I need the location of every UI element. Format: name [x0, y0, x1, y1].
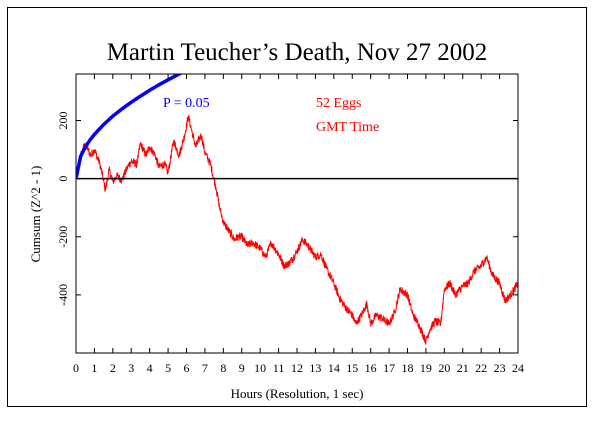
envelope-series-label: P = 0.05 — [163, 96, 210, 111]
x-tick-label: 7 — [202, 361, 208, 375]
x-axis-label: Hours (Resolution, 1 sec) — [231, 386, 364, 401]
x-tick-label: 21 — [457, 361, 469, 375]
x-tick-label: 10 — [254, 361, 266, 375]
x-tick-label: 2 — [110, 361, 116, 375]
x-tick-label: 16 — [365, 361, 377, 375]
x-tick-label: 15 — [346, 361, 358, 375]
annotation-eggs: 52 Eggs — [316, 96, 362, 111]
plot-box — [75, 73, 519, 354]
x-tick-label: 23 — [494, 361, 506, 375]
x-tick-label: 11 — [273, 361, 285, 375]
x-tick-label: 6 — [184, 361, 190, 375]
x-tick-label: 12 — [291, 361, 303, 375]
y-axis-label: Cumsum (Z^2 - 1) — [28, 166, 43, 263]
chart-frame — [7, 7, 587, 407]
x-tick-label: 5 — [165, 361, 171, 375]
x-tick-label: 22 — [475, 361, 487, 375]
y-tick-label: -400 — [56, 284, 70, 306]
x-tick-label: 0 — [73, 361, 79, 375]
y-tick-label: -200 — [56, 226, 70, 248]
x-tick-label: 14 — [328, 361, 340, 375]
y-tick-label: 0 — [56, 176, 70, 182]
y-tick-label: 200 — [56, 112, 70, 130]
x-tick-label: 9 — [239, 361, 245, 375]
x-tick-label: 18 — [402, 361, 414, 375]
x-tick-label: 3 — [128, 361, 134, 375]
cumsum-series-line — [76, 114, 518, 345]
x-tick-label: 8 — [220, 361, 226, 375]
x-tick-label: 17 — [383, 361, 395, 375]
chart-title: Martin Teucher’s Death, Nov 27 2002 — [107, 39, 488, 66]
x-tick-label: 24 — [512, 361, 524, 375]
x-tick-label: 4 — [147, 361, 153, 375]
x-tick-label: 13 — [309, 361, 321, 375]
p005-envelope-line — [76, 74, 183, 179]
x-tick-label: 1 — [91, 361, 97, 375]
x-tick-label: 20 — [438, 361, 450, 375]
x-tick-label: 19 — [420, 361, 432, 375]
annotation-gmt-time: GMT Time — [316, 120, 379, 135]
